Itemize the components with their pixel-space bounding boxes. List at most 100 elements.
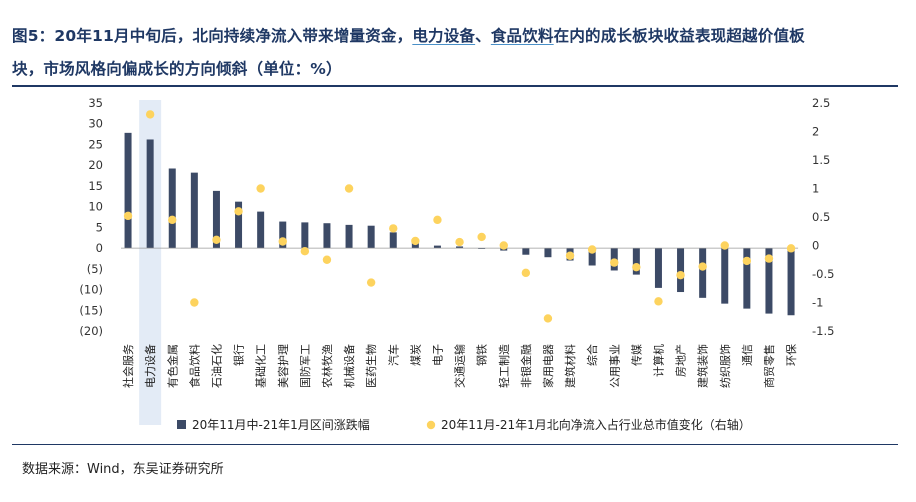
chart-title-line-1: 图5：20年11月中旬后，北向持续净流入带来增量资金，电力设备、食品饮料在内的成… — [12, 24, 805, 48]
title-prefix: 图5：20年11月中旬后，北向持续净流入带来增量资金， — [12, 27, 413, 45]
dot-计算机 — [654, 297, 663, 306]
dot-电力设备 — [145, 110, 155, 119]
dot-环保 — [786, 244, 796, 253]
legend-label-bar: 20年11月中-21年1月区间涨跌幅 — [192, 417, 370, 432]
category-label: 医药生物 — [364, 344, 378, 388]
category-label: 建筑材料 — [563, 344, 577, 388]
bar-钢铁 — [478, 248, 486, 249]
dot-建筑装饰 — [698, 262, 707, 271]
dot-房地产 — [676, 270, 685, 280]
footer-divider — [12, 444, 898, 445]
bar-汽车 — [389, 232, 397, 249]
dot-煤炭 — [411, 236, 420, 246]
bar-食品饮料 — [190, 172, 198, 249]
dot-机械设备 — [344, 184, 354, 193]
title-divider — [12, 85, 898, 87]
category-label: 社会服务 — [121, 344, 135, 388]
left-axis-tick-label: 20 — [88, 158, 103, 172]
dot-建筑材料 — [565, 251, 575, 260]
dot-交通运输 — [455, 237, 464, 247]
category-label: 计算机 — [651, 344, 665, 377]
left-axis-tick-label: (10) — [79, 283, 103, 297]
bar-计算机 — [654, 248, 662, 288]
right-axis-tick-label: -0.5 — [812, 267, 834, 281]
dot-食品饮料 — [190, 298, 199, 307]
right-axis-tick-label: 2 — [812, 125, 819, 139]
bar-农林牧渔 — [323, 223, 331, 249]
right-axis-tick-label: -1 — [812, 296, 823, 310]
chart-area: 35 30 25 20 15 10 5 0 (5) (10) (15) (20) 2.5 2 1.5 1 0.5… — [79, 96, 834, 432]
right-axis-tick-label: 1 — [812, 182, 819, 196]
bar-建筑装饰 — [699, 248, 707, 298]
category-label: 农林牧渔 — [320, 344, 334, 388]
bar-环保 — [787, 248, 795, 316]
left-axis-tick-label: 25 — [88, 137, 103, 151]
bar-非银金融 — [522, 248, 530, 255]
dot-电子 — [433, 215, 442, 225]
right-axis-tick-label: -1.5 — [812, 324, 834, 338]
category-label: 建筑装饰 — [696, 344, 710, 388]
category-label: 有色金属 — [165, 344, 179, 388]
left-axis-tick-label: (15) — [79, 303, 103, 317]
bar-房地产 — [677, 248, 685, 293]
dot-美容护理 — [278, 237, 287, 246]
bar-商贸零售 — [765, 248, 773, 314]
chart-title-line-2: 块，市场风格向偏成长的方向倾斜（单位：%） — [12, 60, 342, 78]
dot-公用事业 — [610, 258, 619, 267]
category-label: 通信 — [741, 344, 754, 366]
right-axis-tick-label: 0 — [812, 239, 819, 253]
right-axis-tick-label: 0.5 — [812, 210, 830, 224]
left-axis-tick-label: 15 — [88, 179, 103, 193]
category-label: 石油石化 — [209, 344, 223, 388]
category-label: 电力设备 — [143, 344, 157, 388]
bar-综合 — [588, 248, 596, 266]
category-label: 钢铁 — [476, 344, 489, 366]
bar-电力设备 — [146, 139, 154, 249]
bar-医药生物 — [367, 225, 375, 249]
category-label: 非银金融 — [519, 344, 533, 388]
dot-医药生物 — [366, 278, 376, 287]
bar-家用电器 — [544, 248, 552, 258]
left-axis-tick-label: 10 — [88, 200, 103, 214]
legend-swatch-bar — [177, 420, 186, 429]
bar-机械设备 — [345, 224, 353, 249]
left-axis-tick-label: 0 — [96, 241, 103, 255]
legend-swatch-dot — [426, 420, 436, 430]
title-highlight-electrical-equipment: 电力设备 — [412, 27, 476, 45]
left-axis-tick-label: 35 — [88, 96, 103, 110]
category-label: 美容护理 — [276, 344, 290, 388]
dot-石油石化 — [212, 235, 221, 244]
category-label: 机械设备 — [342, 344, 356, 388]
category-label: 银行 — [232, 344, 246, 366]
bar-银行 — [235, 201, 243, 249]
category-label: 交通运输 — [453, 344, 467, 388]
category-label: 房地产 — [674, 344, 688, 377]
dot-基础化工 — [256, 184, 265, 193]
category-label: 轻工制造 — [497, 344, 511, 388]
dot-综合 — [587, 245, 597, 254]
dot-轻工制造 — [499, 241, 508, 250]
right-axis-tick-label: 2.5 — [812, 96, 830, 110]
data-source: 数据来源：Wind，东吴证券研究所 — [22, 462, 224, 477]
category-label: 煤炭 — [409, 344, 422, 366]
bar-电子 — [433, 245, 441, 249]
dot-家用电器 — [543, 314, 553, 323]
dot-通信 — [742, 256, 752, 266]
right-axis-tick-label: 1.5 — [812, 153, 830, 167]
dot-非银金融 — [521, 268, 531, 278]
bar-纺织服饰 — [721, 248, 729, 304]
bar-基础化工 — [257, 211, 265, 249]
category-label: 电子 — [431, 344, 444, 366]
category-label: 传媒 — [630, 344, 643, 366]
dot-商贸零售 — [764, 254, 774, 263]
category-label: 基础化工 — [254, 344, 268, 388]
dot-钢铁 — [477, 232, 486, 242]
dot-银行 — [234, 207, 243, 216]
category-label: 环保 — [784, 344, 798, 366]
bar-社会服务 — [124, 132, 132, 249]
category-label: 公用事业 — [608, 344, 621, 388]
legend-label-dot: 20年11月-21年1月北向净流入占行业总市值变化（右轴） — [441, 417, 751, 432]
category-label: 家用电器 — [541, 344, 555, 388]
bar-美容护理 — [279, 221, 287, 249]
dot-社会服务 — [123, 211, 133, 221]
